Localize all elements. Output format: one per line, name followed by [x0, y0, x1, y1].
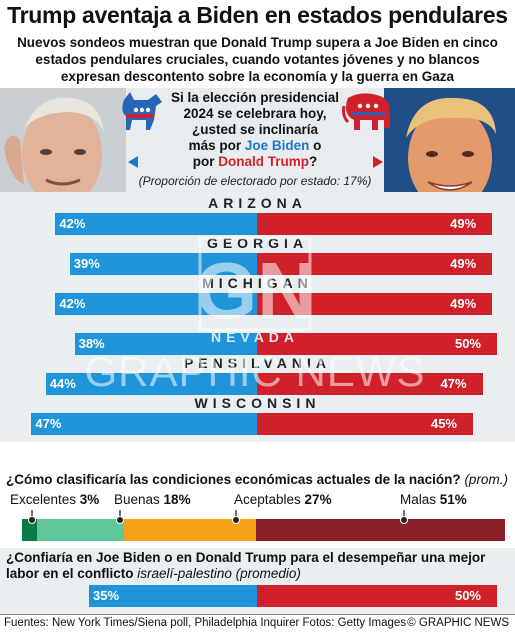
biden-name: Joe Biden	[244, 138, 310, 153]
elephant-icon	[342, 93, 390, 130]
state-nevada-biden-bar: 38%	[74, 333, 257, 355]
state-nevada-trump-label: 50%	[454, 336, 481, 351]
sources: Fuentes: New York Times/Siena poll, Phil…	[4, 617, 407, 629]
economy-label-excelentes: Excelentes 3%	[10, 492, 100, 507]
economy-label-buenas: Buenas 18%	[114, 492, 191, 507]
question-line-2: 2024 se celebrara hoy,	[183, 106, 327, 121]
trump-name: Donald Trump	[218, 154, 309, 169]
economy-segment-excelentes	[22, 519, 37, 541]
state-pensilvania-biden-bar: 44%	[45, 373, 257, 395]
footer-rule	[0, 614, 515, 615]
state-wisconsin-biden-bar: 47%	[31, 413, 257, 435]
economy-pointers	[28, 510, 408, 524]
state-label-michigan: MICHIGAN	[202, 275, 313, 291]
credit: © GRAPHIC NEWS	[407, 617, 509, 629]
economy-pointer-dot-2	[232, 516, 240, 524]
state-georgia-trump-bar: 49%	[257, 253, 493, 275]
state-pensilvania-trump-bar: 47%	[257, 373, 483, 395]
chart-title: Trump aventaja a Biden en estados pendul…	[7, 2, 508, 28]
state-nevada-trump-bar: 50%	[257, 333, 497, 355]
state-wisconsin-biden-label: 47%	[35, 416, 62, 431]
state-pensilvania-biden-label: 44%	[49, 376, 76, 391]
state-georgia-biden-bar: 39%	[69, 253, 257, 275]
arrow-left-icon	[128, 156, 138, 168]
state-michigan-trump-label: 49%	[450, 296, 477, 311]
state-label-pensilvania: PENSILVANIA	[183, 355, 332, 371]
donkey-icon	[122, 92, 162, 130]
state-arizona-trump-label: 49%	[450, 216, 477, 231]
question-box: Si la elección presidencial 2024 se cele…	[118, 88, 393, 178]
economy-label-malas: Malas 51%	[400, 492, 467, 507]
economy-stacked-bar	[22, 519, 505, 541]
state-arizona-trump-bar: 49%	[257, 213, 493, 235]
economy-segment-buenas	[36, 519, 125, 541]
state-michigan-trump-bar: 49%	[257, 293, 493, 315]
question-line-5: por Donald Trump?	[192, 154, 318, 169]
gaza-trump-bar: 50%	[257, 585, 497, 607]
economy-pointer-dot-3	[400, 516, 408, 524]
state-wisconsin-trump-bar: 45%	[257, 413, 473, 435]
economy-pointer-dot-1	[116, 516, 124, 524]
economy-segment-aceptables	[124, 519, 257, 541]
state-georgia-biden-label: 39%	[73, 256, 100, 271]
state-label-georgia: GEORGIA	[206, 235, 309, 251]
gaza-biden-bar: 35%	[89, 585, 257, 607]
question-line-3: ¿usted se inclinaría	[191, 122, 319, 137]
state-pensilvania-trump-label: 47%	[440, 376, 467, 391]
biden-photo	[0, 88, 126, 250]
chart-subtitle: Nuevos sondeos muestran que Donald Trump…	[17, 35, 498, 84]
state-michigan-biden-bar: 42%	[55, 293, 257, 315]
economy-pointer-dot-0	[28, 516, 36, 524]
arrow-right-icon	[373, 156, 383, 168]
state-georgia-trump-label: 49%	[450, 256, 477, 271]
state-nevada-biden-label: 38%	[78, 336, 105, 351]
proportion-note: (Proporción de electorado por estado: 17…	[138, 174, 372, 188]
state-wisconsin-trump-label: 45%	[430, 416, 457, 431]
gaza-biden-label: 35%	[93, 588, 120, 603]
economy-segment-malas	[256, 519, 505, 541]
economy-question: ¿Cómo clasificaría las condiciones econó…	[6, 472, 508, 487]
economy-label-aceptables: Aceptables 27%	[234, 492, 332, 507]
state-label-arizona: ARIZONA	[208, 195, 307, 211]
gaza-trump-label: 50%	[454, 588, 481, 603]
state-michigan-biden-label: 42%	[59, 296, 86, 311]
question-line-4: más por Joe Biden o	[188, 138, 322, 153]
state-label-wisconsin: WISCONSIN	[194, 395, 321, 411]
state-arizona-biden-label: 42%	[59, 216, 86, 231]
state-arizona-biden-bar: 42%	[55, 213, 257, 235]
gaza-question: ¿Confiaría en Joe Biden o en Donald Trum…	[6, 550, 486, 581]
question-line-1: Si la elección presidencial	[170, 90, 340, 105]
